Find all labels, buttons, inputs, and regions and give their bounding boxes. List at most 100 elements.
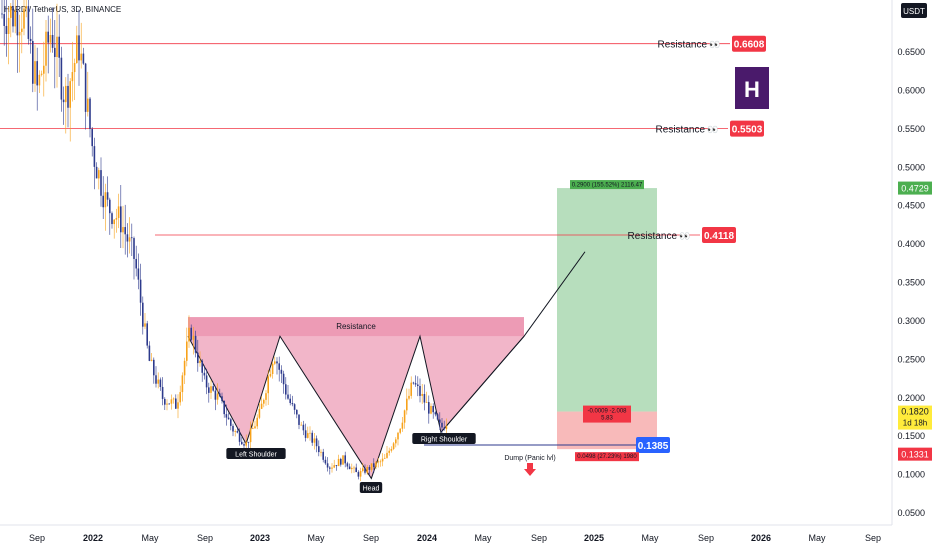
candles [1,0,448,481]
candle-body [406,398,408,411]
candle-body [65,85,67,103]
candle-body [414,383,417,385]
x-tick-label: Sep [698,533,714,543]
y-tick-label: 0.2000 [897,393,925,403]
candle-body [421,393,423,396]
level-price-text: 0.5503 [732,125,763,136]
y-tick-label: 0.1500 [897,431,925,441]
candle-body [428,402,430,414]
candle-body [73,63,76,73]
candle-body [324,459,327,464]
target-zone [557,188,657,412]
candle-body [223,400,225,415]
x-axis: Sep 2022 May Sep 2023 May Sep 2024 May Sep 2025 May… [29,533,881,543]
candle-body [12,5,14,27]
candle-body [23,8,25,29]
position-info-1: -0.0009 -2.008 [587,409,627,415]
candle-body [201,360,203,373]
countdown-text: 1d 18h [903,419,927,428]
candle-body [111,213,113,225]
y-tick-label: 0.4000 [897,239,925,249]
candle-body [432,405,434,413]
candle-body [186,341,188,361]
candle-body [333,465,335,468]
candle-body [219,393,221,397]
resistance-label: Resistance [656,125,706,136]
candle-body [318,446,320,453]
y-tick-label: 0.2500 [897,354,925,364]
entry-badge-text: 0.1385 [638,441,669,452]
candle-body [331,467,333,469]
candle-body [395,439,397,444]
resistance-label: Resistance [658,40,708,51]
current-price-text: 0.4729 [901,184,929,194]
level-price-text: 0.6608 [734,40,765,51]
candle-body [78,35,80,61]
candle-body [298,414,300,425]
candle-body [370,463,373,470]
candle-body [258,408,261,418]
projection-line [440,251,586,433]
candle-body [76,35,78,64]
candle-body [190,327,192,340]
candle-body [269,373,272,377]
candle-body [25,6,27,9]
candle-body [5,25,8,34]
candle-body [238,432,241,442]
candle-body [84,63,87,112]
candle-body [10,5,12,18]
candle-body [32,41,34,84]
candle-body [95,166,98,179]
candle-body [267,376,269,394]
candle-body [172,398,175,400]
resistance-band [188,317,524,337]
candle-body [276,361,278,364]
right-shoulder-label-bg [412,433,476,444]
candle-body [133,238,135,259]
candle-body [311,432,313,443]
candle-body [159,379,162,387]
token-logo-letter: H [744,77,760,102]
candle-body [67,85,69,108]
candle-body [181,375,184,393]
candle-body [293,404,296,410]
candle-body [100,170,102,196]
candle-body [98,170,100,179]
candle-body [245,441,247,446]
candle-body [364,468,366,473]
candle-body [434,412,437,415]
position-info-bg [583,405,631,423]
x-tick-label: Sep [865,533,881,543]
candle-body [131,237,133,239]
eyes-icon: 👀 [679,231,690,241]
eyes-icon: 👀 [707,125,718,135]
candle-body [399,428,401,433]
candle-body [71,72,74,82]
candle-body [150,359,153,361]
candle-body [397,432,399,440]
candle-body [157,379,159,384]
candle-body [377,461,379,463]
currency-badge[interactable]: USDT [901,3,927,18]
candle-body [300,424,302,426]
candle-body [280,369,283,374]
candle-body [302,424,305,431]
candle-body [175,398,177,409]
candle-body [355,467,357,473]
candle-body [183,360,186,376]
target-label: 0.2900 (155.52%) 2116.47 [572,183,643,189]
candle-body [335,465,338,467]
y-tick-label: 0.5500 [897,124,925,134]
candle-body [142,302,144,327]
candle-body [408,395,410,399]
candle-body [313,438,316,443]
candle-body [234,431,236,432]
candle-body [390,448,393,451]
candle-body [353,467,355,469]
candle-body [368,466,371,470]
last-price-badge [898,405,932,430]
candle-body [342,455,344,465]
candle-body [135,258,137,269]
position-zones [557,188,657,450]
